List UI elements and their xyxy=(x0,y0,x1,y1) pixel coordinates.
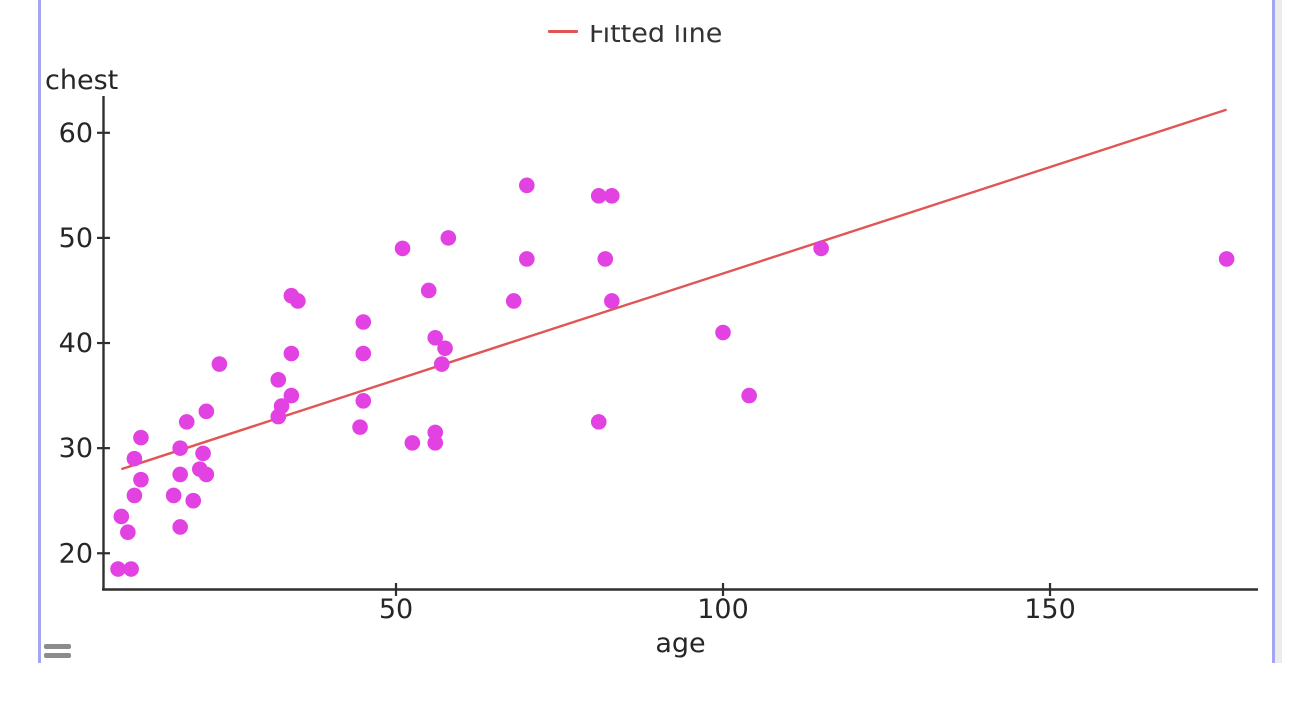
drag-handle-bar xyxy=(44,653,71,658)
data-point[interactable] xyxy=(355,393,372,409)
data-point[interactable] xyxy=(519,177,535,194)
data-point[interactable] xyxy=(133,429,149,446)
data-point[interactable] xyxy=(813,240,829,257)
y-tick-label: 30 xyxy=(59,433,93,464)
data-point[interactable] xyxy=(604,188,620,204)
data-point[interactable] xyxy=(110,561,126,577)
data-point[interactable] xyxy=(394,240,411,257)
data-point[interactable] xyxy=(133,471,149,488)
right-scrollbar-track xyxy=(1275,0,1282,663)
data-point[interactable] xyxy=(437,340,453,357)
data-point[interactable] xyxy=(185,492,202,509)
data-point[interactable] xyxy=(404,435,421,451)
pane-divider-right[interactable] xyxy=(1272,0,1275,663)
data-point[interactable] xyxy=(120,524,136,541)
y-tick-label: 20 xyxy=(59,538,93,569)
data-point[interactable] xyxy=(172,466,188,483)
data-point[interactable] xyxy=(440,230,457,246)
fitted-line xyxy=(120,108,1227,471)
data-point[interactable] xyxy=(433,356,450,372)
data-point[interactable] xyxy=(715,324,731,341)
legend-line-swatch xyxy=(548,30,578,33)
x-tick-label: 100 xyxy=(697,594,749,625)
data-point[interactable] xyxy=(1218,251,1235,267)
data-point[interactable] xyxy=(505,293,522,309)
data-point[interactable] xyxy=(741,387,757,404)
data-point[interactable] xyxy=(172,519,188,535)
data-point[interactable] xyxy=(198,403,215,420)
legend-label-clip: Fitted line xyxy=(589,25,722,46)
data-point[interactable] xyxy=(198,466,215,483)
data-point[interactable] xyxy=(273,398,290,414)
data-point[interactable] xyxy=(355,314,372,330)
y-tick-label: 40 xyxy=(59,328,93,359)
data-point[interactable] xyxy=(519,251,535,267)
x-axis-title: age xyxy=(655,628,705,659)
y-tick-label: 50 xyxy=(59,223,93,254)
drag-handle-bar xyxy=(44,644,71,649)
data-point[interactable] xyxy=(283,387,300,404)
data-point[interactable] xyxy=(597,251,614,267)
data-point[interactable] xyxy=(178,414,195,430)
x-tick-label: 150 xyxy=(1024,594,1076,625)
data-point[interactable] xyxy=(165,487,182,504)
data-point[interactable] xyxy=(590,188,607,204)
y-axis-title: chest xyxy=(45,65,118,96)
data-point[interactable] xyxy=(211,356,228,372)
data-point[interactable] xyxy=(126,450,143,467)
data-point[interactable] xyxy=(355,345,372,362)
pane-divider-left[interactable] xyxy=(38,0,41,663)
data-point[interactable] xyxy=(420,282,437,299)
data-point[interactable] xyxy=(270,372,287,388)
data-point[interactable] xyxy=(172,440,188,456)
data-point[interactable] xyxy=(113,508,130,525)
x-tick-label: 50 xyxy=(379,594,413,625)
data-point[interactable] xyxy=(427,329,444,346)
data-point[interactable] xyxy=(195,445,211,462)
legend-label: Fitted line xyxy=(589,25,723,46)
data-point[interactable] xyxy=(283,345,300,362)
data-point[interactable] xyxy=(123,561,139,577)
drag-handle-icon[interactable] xyxy=(44,644,71,662)
data-point[interactable] xyxy=(427,424,444,441)
data-point[interactable] xyxy=(126,487,143,504)
data-point[interactable] xyxy=(352,419,368,435)
data-point[interactable] xyxy=(590,414,607,430)
y-tick-label: 60 xyxy=(59,118,93,149)
data-point[interactable] xyxy=(604,293,620,309)
data-point[interactable] xyxy=(290,293,306,309)
